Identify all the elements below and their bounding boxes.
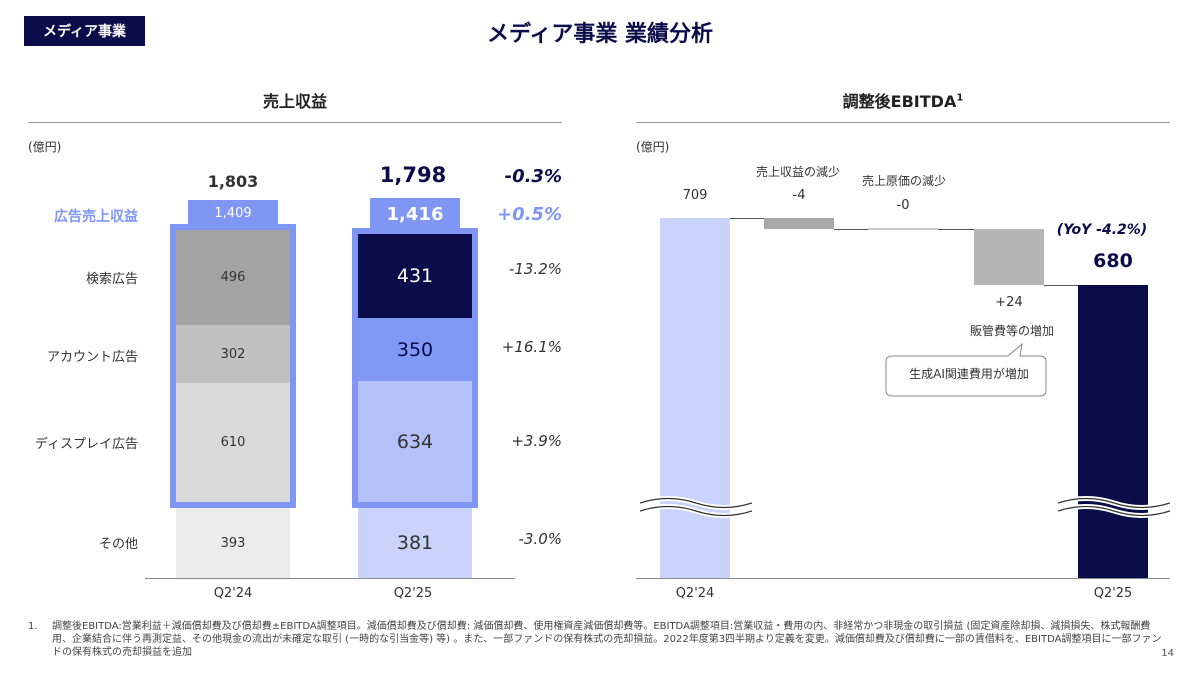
bar-segment-display-q2-25: 634 xyxy=(358,381,472,502)
total-label-q2-24: 1,803 xyxy=(207,172,259,191)
bar-segment-account-q2-25: 350 xyxy=(358,318,472,381)
row-label-account: アカウント広告 xyxy=(46,350,138,365)
wf-connector xyxy=(1044,285,1078,286)
revenue-title-rule xyxy=(28,122,562,123)
ad-revenue-badge-q2-24: 1,409 xyxy=(188,200,278,226)
wf-step-bar-revenue-decrease xyxy=(764,218,834,229)
total-label-q2-25: 1,798 xyxy=(379,163,447,187)
wf-step-value-cogs-decrease: -0 xyxy=(896,198,910,213)
wf-x-tick-start: Q2'24 xyxy=(675,586,715,601)
callout-text: 生成AI関連費用が増加 xyxy=(909,367,1029,381)
x-tick-q2-25: Q2'25 xyxy=(393,586,433,601)
change-display: +3.9% xyxy=(511,432,562,450)
ebitda-title-footnote-ref: 1 xyxy=(956,92,964,104)
change-account: +16.1% xyxy=(501,338,562,356)
wf-step-label-revenue-decrease: 売上収益の減少 xyxy=(755,165,840,179)
wf-end-value: 680 xyxy=(1093,250,1133,272)
row-label-search: 検索広告 xyxy=(85,272,138,287)
wf-x-tick-end: Q2'25 xyxy=(1093,586,1133,601)
revenue-unit-label: (億円) xyxy=(28,140,62,154)
bar-segment-other-q2-25: 381 xyxy=(358,508,472,578)
bar-segment-search-q2-25: 431 xyxy=(358,234,472,318)
x-tick-q2-24: Q2'24 xyxy=(213,586,253,601)
change-search: -13.2% xyxy=(508,260,562,278)
wf-connector xyxy=(938,229,974,230)
revenue-x-axis xyxy=(145,578,515,579)
bar-segment-search-q2-24: 496 xyxy=(176,230,290,325)
ebitda-title-rule xyxy=(636,122,1170,123)
footnote-text: 調整後EBITDA:営業利益＋減価償却費及び償却費±EBITDA調整項目。減価償… xyxy=(52,621,1162,658)
ebitda-x-axis xyxy=(636,578,1170,579)
page-number: 14 xyxy=(1161,648,1174,659)
axis-break-left xyxy=(640,496,752,518)
axis-break-right xyxy=(1058,496,1170,518)
row-label-display: ディスプレイ広告 xyxy=(34,437,138,452)
row-label-other: その他 xyxy=(98,537,138,552)
ebitda-chart-title: 調整後EBITDA1 xyxy=(636,88,1170,112)
wf-step-bar-sga-increase xyxy=(974,229,1044,285)
footnote-number: 1. xyxy=(28,621,38,632)
ebitda-title-text: 調整後EBITDA xyxy=(842,92,957,111)
bar-segment-account-q2-24: 302 xyxy=(176,325,290,383)
ad-revenue-label: 広告売上収益 xyxy=(54,209,138,225)
footnote: 1. 調整後EBITDA:営業利益＋減価償却費及び償却費±EBITDA調整項目。… xyxy=(28,620,1168,659)
wf-step-value-revenue-decrease: -4 xyxy=(792,188,806,203)
wf-yoy-label: (YoY -4.2%) xyxy=(1056,222,1148,238)
ebitda-unit-label: (億円) xyxy=(636,140,670,154)
page-title: メディア事業 業績分析 xyxy=(486,22,714,47)
callout-bubble xyxy=(885,342,1047,397)
revenue-chart-title: 売上収益 xyxy=(262,92,327,111)
wf-step-label-sga-increase: 販管費等の増加 xyxy=(969,324,1054,338)
total-change-label: -0.3% xyxy=(504,166,562,187)
change-other: -3.0% xyxy=(518,530,562,548)
wf-end-bar xyxy=(1078,285,1148,578)
wf-step-bar-cogs-decrease xyxy=(868,228,938,230)
segment-tag: メディア事業 xyxy=(24,16,145,46)
bar-segment-display-q2-24: 610 xyxy=(176,383,290,502)
ad-revenue-badge-q2-25: 1,416 xyxy=(370,198,460,230)
wf-start-bar xyxy=(660,218,730,578)
bar-segment-other-q2-24: 393 xyxy=(176,508,290,578)
ad-revenue-change: +0.5% xyxy=(496,204,562,225)
wf-connector xyxy=(834,229,868,230)
wf-step-value-sga-increase: +24 xyxy=(995,295,1023,310)
wf-step-label-cogs-decrease: 売上原価の減少 xyxy=(861,174,946,188)
wf-connector xyxy=(730,218,764,219)
wf-start-value: 709 xyxy=(682,188,708,203)
